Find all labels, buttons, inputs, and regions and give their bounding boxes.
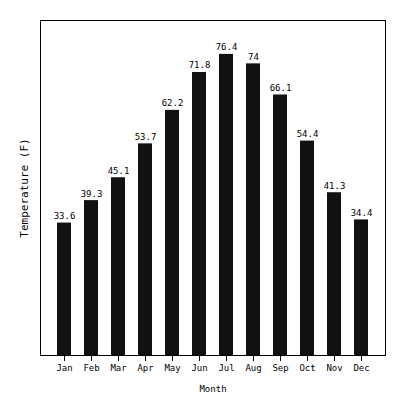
svg-text:76.4: 76.4 — [216, 42, 238, 52]
svg-text:Nov: Nov — [326, 363, 342, 373]
svg-text:Apr: Apr — [137, 363, 154, 373]
svg-text:Sep: Sep — [272, 363, 288, 373]
svg-text:45.1: 45.1 — [108, 166, 130, 176]
svg-text:Temperature (F): Temperature (F) — [18, 138, 31, 237]
svg-text:Oct: Oct — [299, 363, 315, 373]
svg-text:54.4: 54.4 — [297, 129, 319, 139]
svg-text:66.1: 66.1 — [270, 83, 292, 93]
svg-text:May: May — [164, 363, 181, 373]
svg-text:Aug: Aug — [245, 363, 261, 373]
svg-text:Jul: Jul — [218, 363, 234, 373]
svg-text:Mar: Mar — [110, 363, 127, 373]
svg-text:Month: Month — [199, 384, 226, 394]
svg-text:62.2: 62.2 — [162, 98, 184, 108]
svg-text:Feb: Feb — [83, 363, 99, 373]
svg-text:34.4: 34.4 — [351, 208, 373, 218]
svg-text:74: 74 — [248, 52, 259, 62]
svg-text:Jan: Jan — [56, 363, 72, 373]
svg-text:71.8: 71.8 — [189, 60, 211, 70]
svg-text:39.3: 39.3 — [81, 188, 103, 198]
svg-text:Jun: Jun — [191, 363, 207, 373]
svg-text:Dec: Dec — [353, 363, 369, 373]
svg-text:41.3: 41.3 — [324, 181, 346, 191]
svg-text:53.7: 53.7 — [135, 132, 157, 142]
svg-text:33.6: 33.6 — [54, 211, 76, 221]
